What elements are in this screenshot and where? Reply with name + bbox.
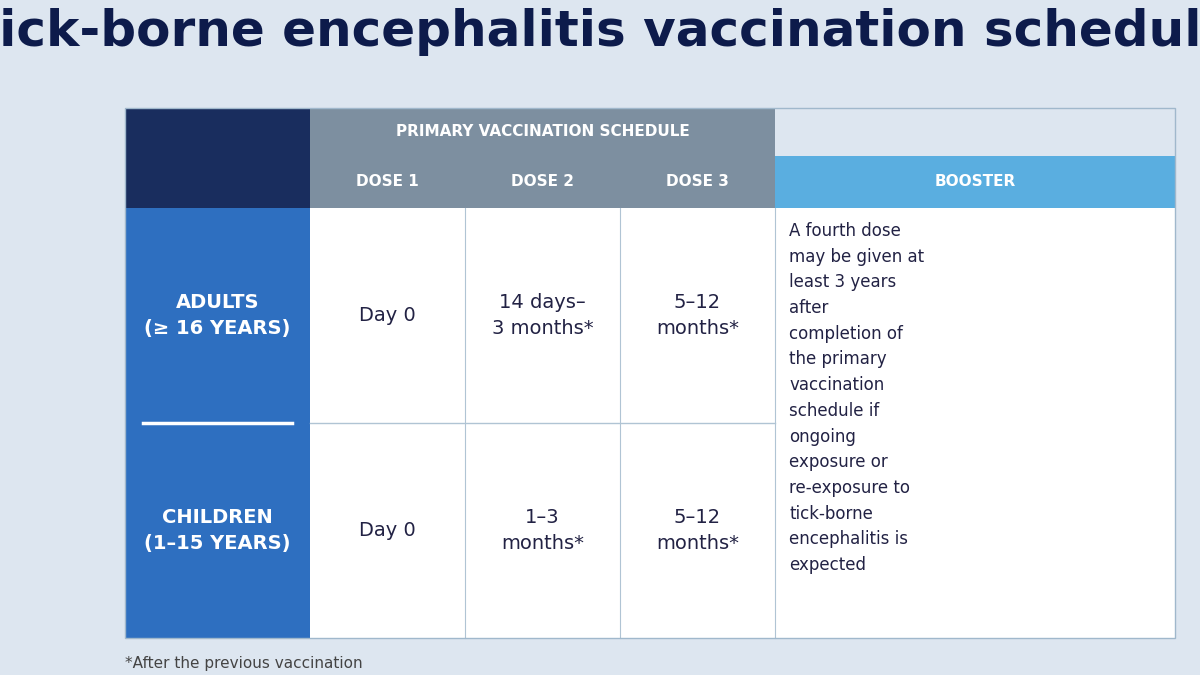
Bar: [775, 108, 1175, 156]
Text: 5–12
months*: 5–12 months*: [656, 293, 739, 338]
Text: 5–12
months*: 5–12 months*: [656, 508, 739, 554]
Text: ADULTS
(≥ 16 YEARS): ADULTS (≥ 16 YEARS): [144, 293, 290, 338]
Text: A fourth dose
may be given at
least 3 years
after
completion of
the primary
vacc: A fourth dose may be given at least 3 ye…: [790, 222, 924, 574]
Text: DOSE 2: DOSE 2: [511, 175, 574, 190]
Text: Day 0: Day 0: [359, 306, 416, 325]
Bar: [775, 156, 1175, 208]
Text: 14 days–
3 months*: 14 days– 3 months*: [492, 293, 593, 338]
Bar: [125, 108, 1175, 638]
Bar: [620, 156, 775, 208]
Text: Day 0: Day 0: [359, 521, 416, 540]
Bar: [125, 208, 310, 638]
Text: PRIMARY VACCINATION SCHEDULE: PRIMARY VACCINATION SCHEDULE: [396, 124, 689, 140]
Bar: [310, 156, 466, 208]
Bar: [775, 208, 1175, 638]
Bar: [310, 108, 775, 156]
Bar: [310, 208, 1175, 638]
Text: CHILDREN
(1–15 YEARS): CHILDREN (1–15 YEARS): [144, 508, 290, 554]
Text: Tick-borne encephalitis vaccination schedule: Tick-borne encephalitis vaccination sche…: [0, 8, 1200, 56]
Text: *After the previous vaccination: *After the previous vaccination: [125, 656, 362, 671]
Bar: [125, 108, 310, 208]
Bar: [466, 156, 620, 208]
Text: DOSE 3: DOSE 3: [666, 175, 728, 190]
Text: BOOSTER: BOOSTER: [935, 175, 1015, 190]
Text: 1–3
months*: 1–3 months*: [502, 508, 584, 554]
Text: DOSE 1: DOSE 1: [356, 175, 419, 190]
